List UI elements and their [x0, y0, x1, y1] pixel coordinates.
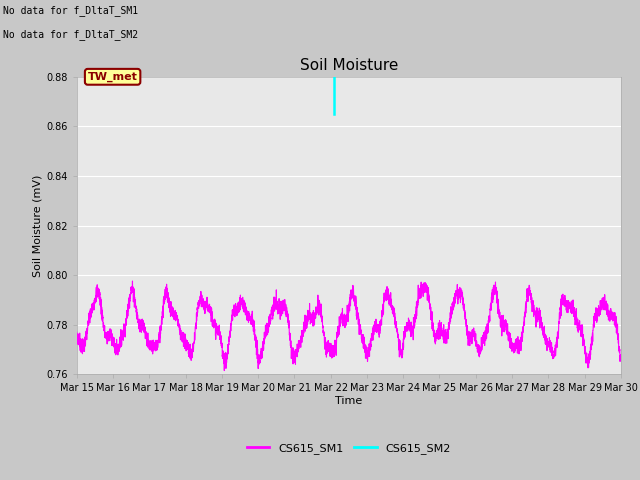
Y-axis label: Soil Moisture (mV): Soil Moisture (mV) — [32, 174, 42, 277]
Legend: CS615_SM1, CS615_SM2: CS615_SM1, CS615_SM2 — [243, 438, 455, 458]
Text: TW_met: TW_met — [88, 72, 138, 82]
Text: No data for f_DltaT_SM1: No data for f_DltaT_SM1 — [3, 5, 138, 16]
Title: Soil Moisture: Soil Moisture — [300, 58, 398, 73]
X-axis label: Time: Time — [335, 396, 362, 406]
Text: No data for f_DltaT_SM2: No data for f_DltaT_SM2 — [3, 29, 138, 40]
